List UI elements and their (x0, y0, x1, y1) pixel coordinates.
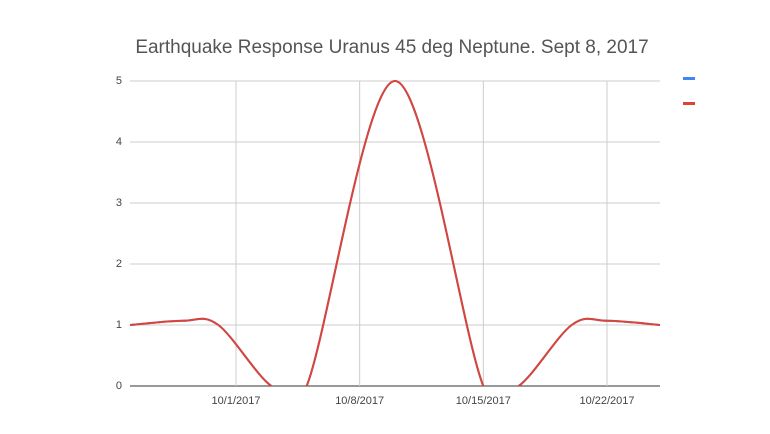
y-tick-label: 5 (116, 75, 122, 87)
y-tick-label: 4 (116, 136, 122, 148)
series-line (130, 79, 660, 386)
plot (130, 79, 660, 386)
x-tick-label: 10/15/2017 (456, 395, 511, 407)
x-tick-label: 10/8/2017 (335, 395, 384, 407)
y-tick-label: 3 (116, 197, 122, 209)
y-tick-label: 1 (116, 319, 122, 331)
y-tick-label: 0 (116, 380, 122, 392)
x-tick-label: 10/1/2017 (212, 395, 261, 407)
series-line (130, 79, 660, 386)
legend-marker (683, 77, 695, 80)
x-tick-label: 10/22/2017 (579, 395, 634, 407)
y-tick-label: 2 (116, 258, 122, 270)
legend-marker (683, 102, 695, 105)
chart-title: Earthquake Response Uranus 45 deg Neptun… (135, 37, 648, 58)
